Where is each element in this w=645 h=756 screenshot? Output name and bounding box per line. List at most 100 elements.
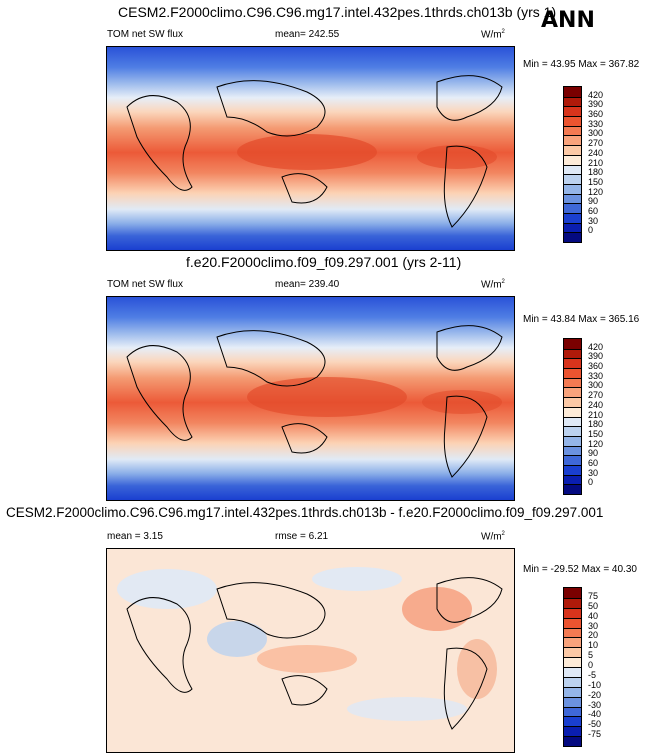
panel1-colorbar-box (564, 222, 581, 233)
panel3-colorbar-box (564, 716, 581, 727)
panel2-colorbar-box (564, 387, 581, 398)
panel1-colorbar-label: 120 (588, 186, 604, 197)
panel3-colorbar-box (564, 627, 581, 638)
panel1-colorbar-label: 330 (588, 118, 604, 129)
panel2-colorbar-box (564, 358, 581, 369)
panel2-colorbar-label: 330 (588, 370, 604, 381)
panel1-colorbar-box (564, 106, 581, 117)
panel1-colorbar-box (564, 164, 581, 175)
panel2-colorbar-label: 300 (588, 380, 604, 391)
panel2-colorbar-label: 360 (588, 361, 604, 372)
panel3-colorbar-box (564, 696, 581, 707)
panel1-colorbar-label: 270 (588, 138, 604, 149)
panel3-mean: mean = 3.15 (107, 531, 163, 542)
panel1-colorbar-box (564, 87, 581, 97)
panel3-colorbar-label: 20 (588, 630, 599, 641)
panel2-colorbar-label: 210 (588, 409, 604, 420)
panel3-map-field (107, 549, 514, 752)
panel3-colorbar-label: 5 (588, 650, 594, 661)
panel1-colorbar-box (564, 96, 581, 107)
panel2-map-field (107, 297, 514, 500)
panel1-title: CESM2.F2000climo.C96.C96.mg17.intel.432p… (118, 4, 557, 20)
panel3-colorbar-label: 30 (588, 620, 599, 631)
panel2-colorbar-label: 150 (588, 428, 604, 439)
panel2-colorbar-label: 270 (588, 390, 604, 401)
panel1-colorbar-label: 30 (588, 215, 599, 226)
panel1-colorbar-box (564, 125, 581, 136)
panel2-units: W/m2 (481, 279, 505, 291)
panel2-colorbar-box (564, 348, 581, 359)
panel1-colorbar-box (564, 116, 581, 126)
panel3-colorbar-box (564, 597, 581, 608)
panel2-colorbar-box (564, 464, 581, 475)
panel2-colorbar (563, 338, 582, 495)
panel3-colorbar-box (564, 667, 581, 677)
panel1-colorbar-label: 210 (588, 157, 604, 168)
panel2-colorbar-label: 90 (588, 448, 599, 459)
panel2-colorbar-box (564, 445, 581, 456)
panel2-colorbar-box (564, 426, 581, 436)
panel2-colorbar-label: 180 (588, 419, 604, 430)
panel3-minmax: Min = -29.52 Max = 40.30 (523, 564, 637, 575)
panel3-rmse: rmse = 6.21 (275, 531, 329, 542)
panel2-colorbar-box (564, 368, 581, 378)
panel2-colorbar-box (564, 416, 581, 427)
panel3-colorbar-label: 10 (588, 640, 599, 651)
panel1-colorbar-label: 390 (588, 99, 604, 110)
panel1-map-field (107, 47, 514, 250)
panel1-colorbar-box (564, 154, 581, 165)
panel2-map (106, 296, 515, 501)
panel3-colorbar-box (564, 676, 581, 687)
panel1-colorbar-label: 0 (588, 225, 594, 236)
panel1-colorbar-label: 180 (588, 167, 604, 178)
panel3-colorbar-box (564, 736, 581, 746)
panel2-colorbar-box (564, 474, 581, 485)
panel1-colorbar-box (564, 183, 581, 194)
panel1-mean: mean= 242.55 (275, 29, 340, 40)
panel3-colorbar-box (564, 637, 581, 648)
panel1-colorbar-box (564, 135, 581, 146)
panel3-colorbar-label: -20 (588, 689, 602, 700)
panel2-colorbar-box (564, 339, 581, 349)
panel1-colorbar-label: 150 (588, 176, 604, 187)
panel1-colorbar-box (564, 203, 581, 213)
panel1-colorbar-box (564, 232, 581, 242)
panel3-colorbar-label: -10 (588, 679, 602, 690)
panel1-colorbar-box (564, 145, 581, 155)
panel3-colorbar-box (564, 706, 581, 717)
panel3-map (106, 548, 515, 753)
panel3-colorbar-box (564, 657, 581, 667)
panel3-colorbar-box (564, 686, 581, 697)
panel1-colorbar-box (564, 193, 581, 204)
panel1-colorbar-label: 360 (588, 109, 604, 120)
panel2-mean: mean= 239.40 (275, 279, 340, 290)
panel2-colorbar-label: 420 (588, 341, 604, 352)
panel3-colorbar (563, 587, 582, 747)
panel2-colorbar-box (564, 406, 581, 417)
panel1-colorbar-label: 60 (588, 205, 599, 216)
panel1-colorbar-label: 90 (588, 196, 599, 207)
panel1-map (106, 46, 515, 251)
panel1-colorbar-label: 300 (588, 128, 604, 139)
panel3-colorbar-label: -75 (588, 729, 602, 740)
panel3-colorbar-label: 0 (588, 660, 594, 670)
panel2-colorbar-box (564, 484, 581, 494)
panel1-colorbar-box (564, 174, 581, 184)
panel3-colorbar-box (564, 588, 581, 598)
panel2-colorbar-label: 240 (588, 399, 604, 410)
panel1-colorbar-label: 240 (588, 147, 604, 158)
panel1-units: W/m2 (481, 29, 505, 41)
panel2-colorbar-label: 120 (588, 438, 604, 449)
panel3-colorbar-label: -5 (588, 669, 597, 680)
panel2-colorbar-label: 0 (588, 477, 594, 488)
panel3-colorbar-label: 50 (588, 600, 599, 611)
panel2-colorbar-box (564, 397, 581, 407)
panel3-colorbar-box (564, 647, 581, 658)
season-label: ANN (541, 8, 595, 33)
panel1-colorbar (563, 86, 582, 243)
panel3-colorbar-label: -50 (588, 719, 602, 730)
panel2-colorbar-label: 390 (588, 351, 604, 362)
panel2-colorbar-label: 60 (588, 457, 599, 468)
panel2-colorbar-box (564, 377, 581, 388)
panel1-colorbar-box (564, 212, 581, 223)
